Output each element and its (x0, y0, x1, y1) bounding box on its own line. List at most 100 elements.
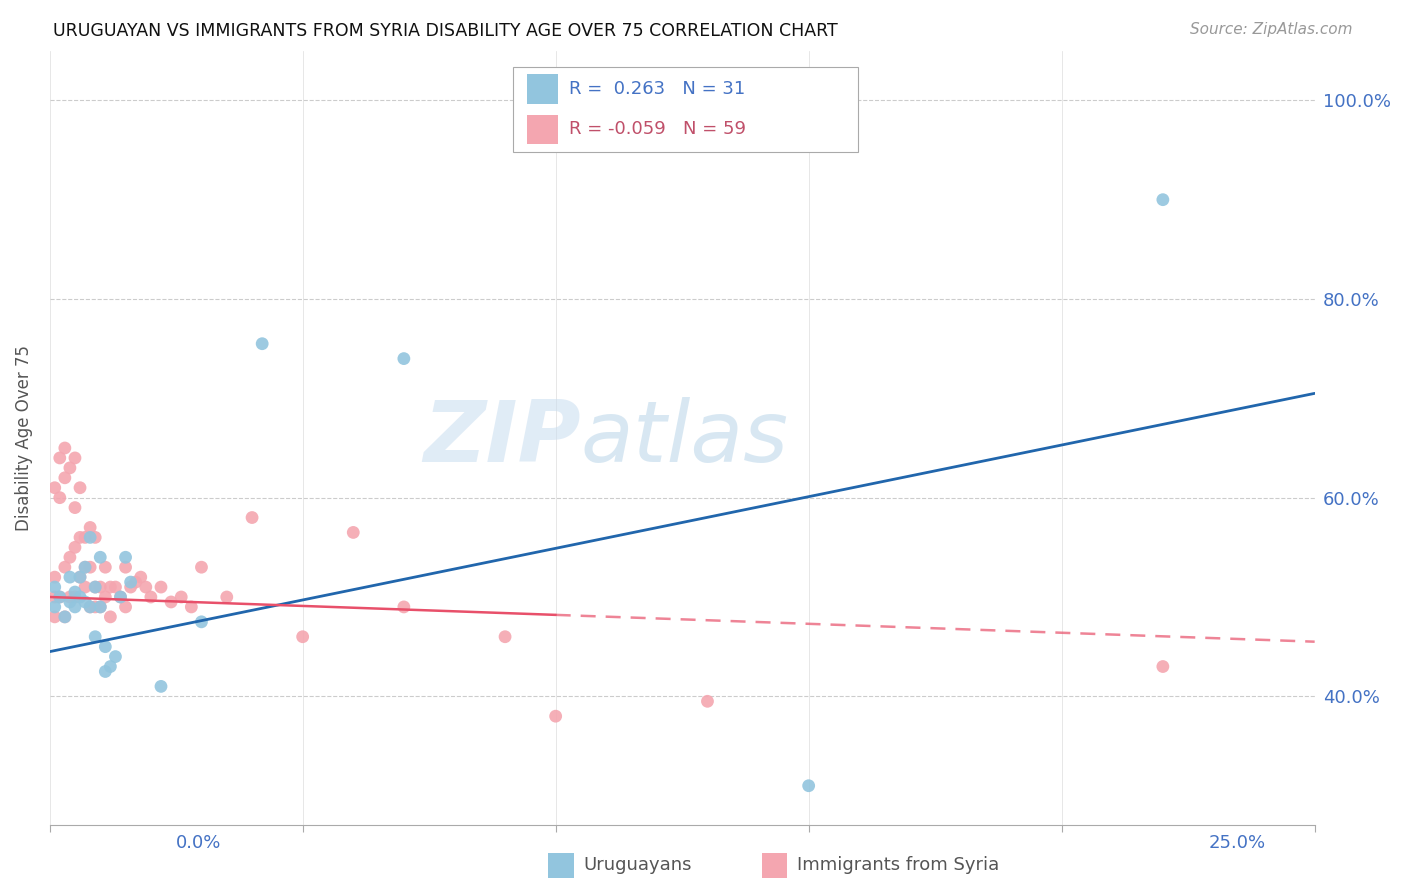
Text: URUGUAYAN VS IMMIGRANTS FROM SYRIA DISABILITY AGE OVER 75 CORRELATION CHART: URUGUAYAN VS IMMIGRANTS FROM SYRIA DISAB… (53, 22, 838, 40)
Point (59, 595, 82, 609)
Y-axis label: Disability Age Over 75: Disability Age Over 75 (15, 345, 32, 531)
Point (44, 570, 66, 584)
Point (120, 575, 142, 590)
Point (125, 575, 148, 590)
Point (79, 530, 101, 544)
Point (49, 491, 72, 505)
Point (79, 599, 101, 614)
Point (63, 541, 86, 555)
Point (44, 610, 66, 624)
Text: ZIP: ZIP (423, 397, 581, 480)
Point (250, 336, 273, 351)
Point (110, 590, 132, 604)
Point (149, 679, 172, 693)
Point (94, 640, 117, 654)
Point (84, 580, 107, 594)
Point (69, 530, 91, 544)
Point (190, 560, 212, 574)
Point (69, 481, 91, 495)
Text: Immigrants from Syria: Immigrants from Syria (797, 856, 1000, 874)
Text: R =  0.263   N = 31: R = 0.263 N = 31 (569, 80, 745, 98)
Point (63, 599, 86, 614)
Point (494, 630, 516, 644)
Text: Uruguayans: Uruguayans (583, 856, 692, 874)
Point (69, 590, 91, 604)
Text: Source: ZipAtlas.com: Source: ZipAtlas.com (1189, 22, 1353, 37)
Point (63, 500, 86, 515)
Point (63, 450, 86, 465)
Point (53, 471, 76, 485)
Point (135, 580, 157, 594)
Point (53, 610, 76, 624)
Point (544, 709, 567, 723)
Point (215, 590, 238, 604)
Point (69, 570, 91, 584)
Point (75, 595, 97, 609)
Point (114, 599, 136, 614)
Point (392, 599, 415, 614)
Text: 25.0%: 25.0% (1208, 834, 1265, 852)
Point (59, 570, 82, 584)
Point (342, 525, 364, 540)
Point (63, 590, 86, 604)
Point (94, 560, 117, 574)
Point (100, 610, 122, 624)
Point (44, 481, 66, 495)
Point (94, 665, 117, 679)
Point (104, 649, 127, 664)
Point (75, 560, 97, 574)
Point (696, 694, 718, 708)
Point (89, 550, 111, 565)
Point (59, 590, 82, 604)
Point (75, 560, 97, 574)
Point (392, 351, 415, 366)
Point (104, 580, 127, 594)
Point (44, 580, 66, 594)
Text: 0.0%: 0.0% (176, 834, 221, 852)
Point (120, 580, 142, 594)
Point (84, 599, 107, 614)
Point (1152, 659, 1174, 673)
Text: atlas: atlas (581, 397, 789, 480)
Point (160, 595, 183, 609)
Point (44, 590, 66, 604)
Point (84, 580, 107, 594)
Point (139, 590, 162, 604)
Point (69, 570, 91, 584)
Point (53, 610, 76, 624)
Point (100, 580, 122, 594)
Point (190, 615, 212, 629)
Point (114, 550, 136, 565)
Point (797, 779, 820, 793)
Point (89, 599, 111, 614)
Point (79, 520, 101, 534)
Text: R = -0.059   N = 59: R = -0.059 N = 59 (569, 120, 747, 138)
Point (170, 590, 193, 604)
Point (180, 599, 202, 614)
Point (291, 630, 314, 644)
Point (84, 630, 107, 644)
Point (129, 570, 152, 584)
Point (59, 550, 82, 565)
Point (53, 560, 76, 574)
Point (84, 530, 107, 544)
Point (114, 560, 136, 574)
Point (100, 659, 122, 673)
Point (44, 599, 66, 614)
Point (110, 590, 132, 604)
Point (49, 450, 72, 465)
Point (53, 441, 76, 455)
Point (79, 599, 101, 614)
Point (89, 599, 111, 614)
Point (149, 580, 172, 594)
Point (75, 530, 97, 544)
Point (75, 580, 97, 594)
Point (59, 461, 82, 475)
Point (1152, 193, 1174, 207)
Point (49, 590, 72, 604)
Point (79, 560, 101, 574)
Point (94, 590, 117, 604)
Point (240, 510, 263, 524)
Point (89, 580, 111, 594)
Point (63, 585, 86, 599)
